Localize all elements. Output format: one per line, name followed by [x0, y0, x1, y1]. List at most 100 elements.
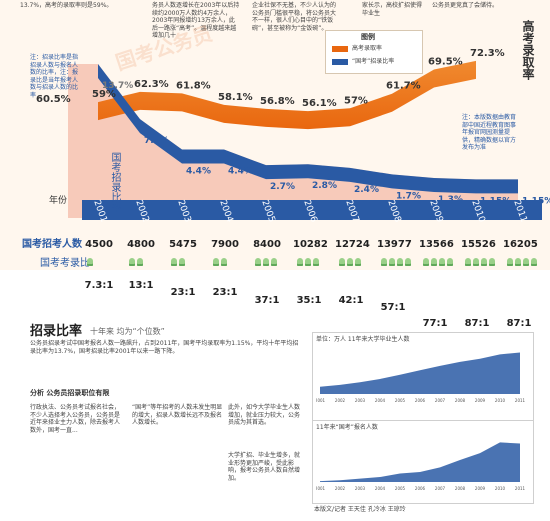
ratio-value: 37:1 [254, 295, 280, 306]
mini-year-tick: 2008 [455, 398, 466, 403]
exam-value-label: 61.8% [176, 80, 211, 91]
applicants-value: 13977 [377, 239, 412, 250]
legend-civil-label: “国考”招录比率 [352, 58, 395, 65]
people-icons [213, 258, 227, 266]
applicants-value: 13566 [419, 239, 454, 250]
applicants-value: 8400 [253, 239, 281, 250]
mini-year-tick: 2004 [375, 398, 386, 403]
article-section2-title: 分析 公务员招录职位有限 [30, 389, 110, 397]
exam-band [98, 60, 476, 130]
exam-value-label: 57% [344, 95, 368, 106]
exam-value-label: 59% [92, 89, 116, 100]
side-note: 注：招录比率是指招录人数与报名人数的比率，注：报录比是当年报考人数与招录人数的比… [30, 54, 79, 99]
exam-value-label: 69.5% [428, 57, 463, 68]
article-para2: 行政执法、公务员考试报名社会，不少人选择考入公务员，公务员是近年来择业主力人数，… [30, 404, 121, 434]
mini-year-tick: 2006 [415, 398, 426, 403]
exam-value-label: 58.1% [218, 92, 253, 103]
legend-item-civil: “国考”招录比率 [332, 58, 394, 66]
article-subheading: 十年来 均为“个位数” [90, 327, 165, 336]
mini-year-tick: 2003 [355, 486, 366, 491]
people-icons [465, 258, 495, 266]
ratio-value: 42:1 [338, 295, 364, 306]
people-icons [297, 258, 319, 266]
people-icons [423, 258, 453, 266]
civil-value-label: 4.4% [186, 167, 211, 177]
mini-chart-title-1: 单位：万人 11年来大学毕业生人数 [316, 336, 410, 343]
applicants-value: 10282 [293, 239, 328, 250]
year-axis: 2001 2002 2003 2004 2005 2006 2007 2008 2009 2010… [82, 199, 542, 224]
article-para4: 此外，如今大学毕业生人数增加，就业压力较大，公务员成为其首选。 [228, 404, 301, 426]
year-strip [82, 200, 542, 220]
people-icons [381, 258, 411, 266]
exam-value-label: 72.3% [470, 48, 505, 59]
civil-value-label: 13.7% [102, 81, 133, 91]
exam-value-label: 56.8% [260, 96, 295, 107]
applicants-label: 国考招考人数 [22, 239, 82, 250]
ratio-value: 77:1 [422, 318, 448, 329]
applicants-value: 12724 [335, 239, 370, 250]
exam-value-label: 61.7% [386, 81, 421, 92]
chart-series-bands [68, 60, 518, 219]
ratio-value: 87:1 [506, 318, 532, 329]
mini-year-tick: 2005 [395, 486, 406, 491]
ratio-value: 7.3:1 [84, 280, 114, 291]
mini-year-tick: 2007 [435, 398, 446, 403]
civil-value-label: 2.7% [270, 182, 295, 192]
mini-year-tick: 2002 [335, 398, 346, 403]
mini-year-tick: 2010 [495, 398, 506, 403]
people-icons [255, 258, 277, 266]
mini-year-tick: 2006 [415, 486, 426, 491]
mini-year-tick: 2005 [395, 398, 406, 403]
grads-mini-chart: 2001 2002 2003 2004 2005 2006 2007 2008 2009 2010… [316, 352, 526, 403]
civil-value-label: 7.7% [144, 136, 169, 146]
ratio-value: 57:1 [380, 302, 406, 313]
mini-area [320, 442, 520, 482]
mini-year-tick: 2003 [355, 398, 366, 403]
civil-value-label: 4.4% [228, 167, 253, 177]
applicants-value: 4800 [127, 239, 155, 250]
exam-value-label: 56.1% [302, 98, 337, 109]
article-para1: 公务员招录考试中国考报名人数一路飙升，占到2011年，国考平均录取率为1.15%… [30, 340, 299, 355]
applicants-value: 5475 [169, 239, 197, 250]
mini-footer: 本版文/记者 王天佳 孔冷冰 王琼玲 [314, 506, 406, 513]
people-icons [171, 258, 185, 266]
top-right2-text: 公务员更竞真了会储待。 [432, 2, 499, 9]
top-left-text: 13.7%，高考的录取率则是59%。 [20, 2, 113, 9]
mini-year-tick: 2009 [475, 398, 486, 403]
ratio-value: 13:1 [128, 280, 154, 291]
applicants-value: 15526 [461, 239, 496, 250]
top-right-text: 家长示，高校扩招使得毕业生 [362, 2, 423, 17]
applicants-value: 7900 [211, 239, 239, 250]
mini-year-tick: 2010 [495, 486, 506, 491]
exam-axis-label: 高考录取率 [521, 20, 535, 80]
article-heading: 招录比率 [30, 324, 83, 339]
ratio-value: 87:1 [464, 318, 490, 329]
applicants-row: 国考招考人数 [0, 236, 550, 252]
mini-chart-title-2: 11年来“国考”报名人数 [316, 424, 378, 431]
civil-value-label: 2.4% [354, 185, 379, 195]
civil-value-label: 1.7% [396, 191, 421, 201]
mini-year-tick: 2009 [475, 486, 486, 491]
applicants-value: 4500 [85, 239, 113, 250]
top-mid-text: 务员人数逐增长在2003年以后持续约2000万人数约4万余人，2003年同报增约… [152, 2, 240, 39]
mini-year-tick: 2001 [316, 398, 326, 403]
article-para5: 大学扩招、毕业生增多，就业形势更加严峻，受此影响，报考公务员人数自然增加。 [228, 452, 301, 482]
ratio-label: 国考考录比 [40, 258, 90, 269]
legend-exam-label: 高考录取率 [352, 45, 383, 52]
mini-year-tick: 2001 [316, 486, 326, 491]
exam-value-label: 62.3% [134, 79, 169, 90]
mini-year-tick: 2008 [455, 486, 466, 491]
ratio-value: 23:1 [170, 287, 196, 298]
mini-year-tick: 2007 [435, 486, 446, 491]
legend-item-exam: 高考录取率 [332, 45, 382, 53]
legend-title: 图例 [361, 33, 375, 41]
extra-value-label: 60.5% [36, 94, 71, 105]
civil-value-label: 2.8% [312, 181, 337, 191]
mini-year-tick: 2004 [375, 486, 386, 491]
civil-axis-label: 国考招录比率 [109, 152, 120, 212]
applicants-value: 16205 [503, 239, 538, 250]
people-icons [507, 258, 537, 266]
ratio-value: 35:1 [296, 295, 322, 306]
ratio-value: 23:1 [212, 287, 238, 298]
people-icons [129, 258, 143, 266]
